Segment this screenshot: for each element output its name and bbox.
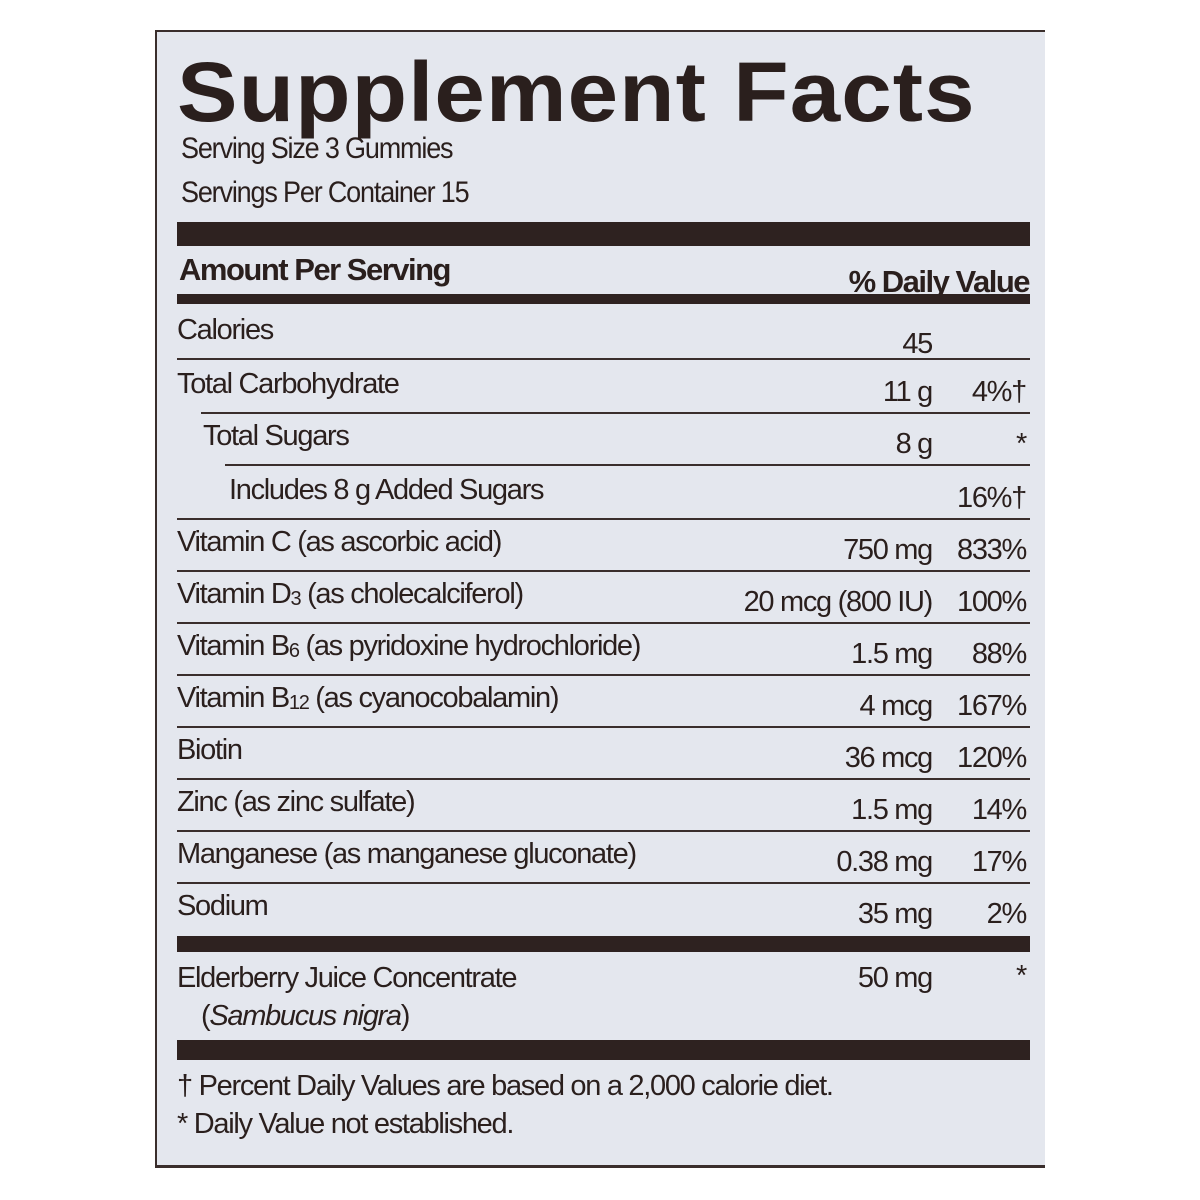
nutrient-amount: 4 mcg [859, 690, 934, 722]
nutrient-dv: 2% [986, 898, 1028, 930]
nutrient-amount: 1.5 mg [851, 794, 933, 826]
nutrient-dv: 88% [971, 638, 1027, 670]
divider-thick [177, 1040, 1030, 1060]
name-part: Vitamin B [177, 682, 290, 714]
nutrient-amount: 1.5 mg [851, 638, 933, 670]
nutrient-dv: 17% [971, 846, 1027, 878]
nutrient-name: Vitamin D3 (as cholecalciferol) [177, 578, 524, 611]
nutrient-dv: 16%† [957, 482, 1027, 514]
nutrient-amount: 36 mcg [844, 742, 934, 774]
paren: ) [400, 1000, 411, 1032]
nutrient-row: Total Sugars 8 g * [203, 412, 1030, 466]
latin-name: Sambucus nigra [209, 1000, 402, 1032]
nutrient-dv: 4%† [971, 376, 1027, 408]
nutrient-row: Vitamin D3 (as cholecalciferol) 20 mcg (8… [177, 570, 1030, 624]
nutrient-row: Calories 45 [177, 306, 1030, 360]
nutrient-name: Includes 8 g Added Sugars [229, 474, 544, 506]
nutrient-amount: 8 g [895, 428, 934, 460]
nutrient-name: Manganese (as manganese gluconate) [177, 838, 637, 870]
nutrient-name: Sodium [177, 890, 269, 922]
nutrient-amount: 0.38 mg [836, 846, 933, 878]
name-part: Vitamin D [177, 578, 292, 610]
nutrient-dv: 100% [957, 586, 1027, 618]
ingredient-source: (Sambucus nigra) [201, 1000, 411, 1033]
nutrient-name: Vitamin B6 (as pyridoxine hydrochloride) [177, 630, 641, 663]
footnote-dagger: † Percent Daily Values are based on a 2,… [177, 1070, 834, 1102]
divider-thick [177, 222, 1030, 246]
amount-per-serving-label: Amount Per Serving [179, 252, 452, 287]
supplement-facts-panel: Supplement Facts Serving Size 3 Gummies … [155, 30, 1045, 1168]
nutrient-dv: 167% [957, 690, 1027, 722]
nutrient-row: Total Carbohydrate 11 g 4%† [177, 360, 1030, 414]
nutrient-dv: 833% [957, 534, 1027, 566]
footnote-asterisk: * Daily Value not established. [177, 1108, 514, 1140]
daily-value-label: % Daily Value [848, 264, 1031, 299]
name-part: (as pyridoxine hydrochloride) [298, 630, 641, 662]
column-header: Amount Per Serving % Daily Value [179, 252, 1031, 299]
name-subscript: 12 [288, 692, 310, 714]
ingredient-dv: * [1016, 960, 1027, 992]
name-subscript: 3 [290, 588, 301, 610]
name-subscript: 6 [288, 640, 300, 662]
nutrient-amount: 35 mg [857, 898, 933, 930]
nutrient-name: Zinc (as zinc sulfate) [177, 786, 416, 818]
nutrient-row: Vitamin B6 (as pyridoxine hydrochloride)… [177, 622, 1030, 676]
nutrient-row: Biotin 36 mcg 120% [177, 726, 1030, 780]
nutrient-dv: * [1016, 428, 1027, 460]
nutrient-amount: 20 mcg (800 IU) [743, 586, 934, 618]
other-ingredient-row: Elderberry Juice Concentrate (Sambucus n… [177, 954, 1030, 1034]
nutrient-row: Manganese (as manganese gluconate) 0.38 m… [177, 830, 1030, 884]
nutrient-row: Vitamin B12 (as cyanocobalamin) 4 mcg 167% [177, 674, 1030, 728]
nutrient-amount: 45 [902, 328, 933, 360]
name-part: Vitamin B [177, 630, 290, 662]
servings-per-container: Servings Per Container 15 [181, 176, 470, 209]
nutrient-name: Vitamin B12 (as cyanocobalamin) [177, 682, 559, 715]
nutrient-dv: 14% [971, 794, 1027, 826]
name-part: (as cyanocobalamin) [308, 682, 559, 714]
nutrient-amount: 750 mg [843, 534, 933, 566]
title: Supplement Facts [177, 45, 976, 139]
nutrient-row: Sodium 35 mg 2% [177, 882, 1030, 934]
nutrient-dv: 120% [957, 742, 1027, 774]
paren: ( [201, 1000, 211, 1032]
ingredient-name: Elderberry Juice Concentrate [177, 962, 517, 994]
nutrient-name: Biotin [177, 734, 243, 766]
nutrient-row: Zinc (as zinc sulfate) 1.5 mg 14% [177, 778, 1030, 832]
nutrient-name: Vitamin C (as ascorbic acid) [177, 526, 502, 558]
name-part: (as cholecalciferol) [300, 578, 524, 610]
nutrient-amount: 11 g [882, 376, 933, 408]
serving-size: Serving Size 3 Gummies [181, 132, 454, 165]
nutrient-row: Vitamin C (as ascorbic acid) 750 mg 833% [177, 518, 1030, 572]
nutrient-row: Includes 8 g Added Sugars 16%† [177, 466, 1030, 520]
nutrient-name: Total Sugars [203, 420, 350, 452]
ingredient-amount: 50 mg [857, 962, 933, 994]
divider-thick [177, 936, 1030, 952]
divider-medium [177, 294, 1030, 304]
nutrient-name: Total Carbohydrate [177, 368, 400, 400]
nutrient-name: Calories [177, 314, 274, 346]
